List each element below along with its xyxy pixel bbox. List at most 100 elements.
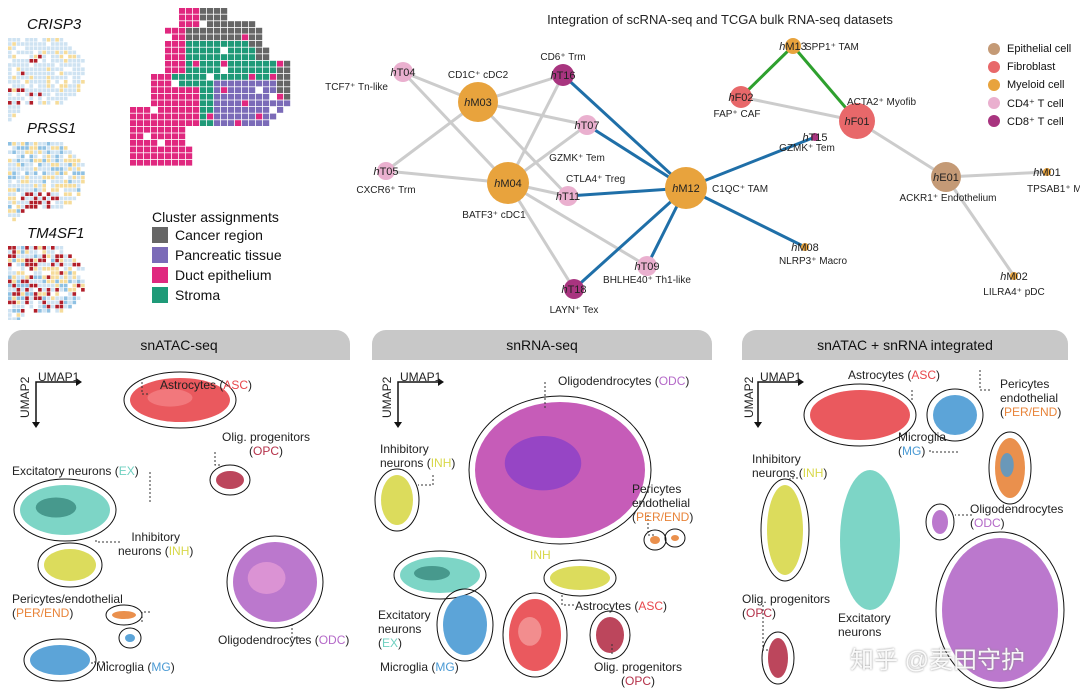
cluster-spot [256, 41, 263, 47]
spot [8, 63, 12, 67]
umap-per-p3-subcluster [1000, 453, 1014, 477]
cluster-spot [228, 80, 235, 87]
spot [25, 292, 29, 296]
spot [20, 296, 25, 300]
cluster-spot [172, 133, 179, 140]
spot [29, 142, 34, 146]
spot [20, 262, 25, 267]
cluster-spot [263, 93, 270, 100]
cluster-spot [158, 80, 165, 87]
spot [16, 205, 21, 209]
spot [8, 254, 12, 258]
spot [16, 271, 21, 275]
cluster-spot [284, 60, 291, 67]
spot [12, 317, 16, 320]
cluster-spot [200, 67, 207, 74]
spot [42, 67, 46, 71]
cluster-spot [200, 41, 207, 47]
spot [20, 196, 25, 201]
cluster-spot [193, 27, 200, 34]
spot [63, 254, 68, 258]
umap-inh-p3 [767, 485, 803, 575]
leader-line [929, 450, 960, 453]
cluster-spot [284, 93, 291, 100]
spot [59, 250, 64, 254]
spot [72, 171, 77, 175]
spot [76, 54, 81, 59]
spot [38, 192, 42, 196]
node-hT18 [564, 279, 584, 299]
cluster-spot [200, 14, 207, 21]
cluster-spot [214, 74, 221, 80]
spot [55, 275, 59, 279]
spot [33, 92, 38, 97]
spot [55, 192, 59, 196]
spot [51, 258, 55, 263]
cluster-spot [207, 93, 214, 100]
cluster-spot [277, 60, 284, 67]
spot [25, 184, 29, 188]
spot [29, 167, 34, 171]
node-desc-label: TPSAB1⁺ Mast [1027, 184, 1080, 195]
cluster-spot [137, 120, 144, 126]
cluster-spot [151, 120, 158, 126]
spot [51, 42, 55, 46]
node-id-label: hT05 [373, 166, 398, 178]
spot [12, 279, 16, 284]
cluster-spot [277, 87, 284, 93]
spot [51, 171, 55, 175]
spot [59, 175, 64, 180]
cluster-spot [256, 54, 263, 60]
umap-odc-p1-outline [226, 535, 324, 629]
panel-title-snatac: snATAC-seq [8, 330, 350, 360]
cluster-spot [186, 54, 193, 60]
spot [20, 192, 25, 196]
spot [8, 300, 12, 305]
spot [16, 184, 21, 188]
gene-label-crisp3: CRISP3 [27, 16, 82, 33]
spot [46, 283, 51, 288]
spot [38, 271, 42, 275]
label-asc-p3: Astrocytes (ASC) [848, 368, 941, 382]
umap-odc-p3 [942, 538, 1058, 682]
node-desc-label: CD1C⁺ cDC2 [448, 70, 509, 81]
cluster-spot [179, 133, 186, 140]
spot [55, 196, 59, 201]
spot [72, 184, 77, 188]
cluster-spot [242, 54, 249, 60]
cluster-spot [221, 60, 228, 67]
cluster-legend-item: Cancer region [152, 225, 282, 245]
spot [29, 196, 34, 201]
cluster-spot [263, 60, 270, 67]
umap-mg-p3 [933, 395, 977, 435]
spot [55, 254, 59, 258]
spot [72, 296, 77, 300]
cluster-spot [158, 87, 165, 93]
spot [46, 63, 51, 67]
cluster-spot [200, 34, 207, 41]
spot [68, 59, 72, 63]
spot [33, 75, 38, 80]
spot [38, 309, 42, 313]
spot [46, 309, 51, 313]
spot [51, 63, 55, 67]
spot [63, 158, 68, 163]
spot [55, 46, 59, 50]
cluster-spot [144, 120, 151, 126]
spot [51, 300, 55, 305]
spot [63, 184, 68, 188]
cluster-spot [277, 107, 284, 113]
spot [72, 154, 77, 159]
cluster-spot [186, 80, 193, 87]
watermark: 知乎 @麦田守护 [850, 647, 1026, 674]
spot [16, 105, 21, 109]
spot [29, 71, 34, 76]
cluster-spot [144, 113, 151, 120]
spot [68, 258, 72, 263]
cluster-spot [193, 54, 200, 60]
cluster-spot [235, 27, 242, 34]
spot [16, 296, 21, 300]
cluster-spot [137, 126, 144, 133]
edge-hT16-hM12 [561, 73, 688, 190]
cluster-spot [165, 93, 172, 100]
